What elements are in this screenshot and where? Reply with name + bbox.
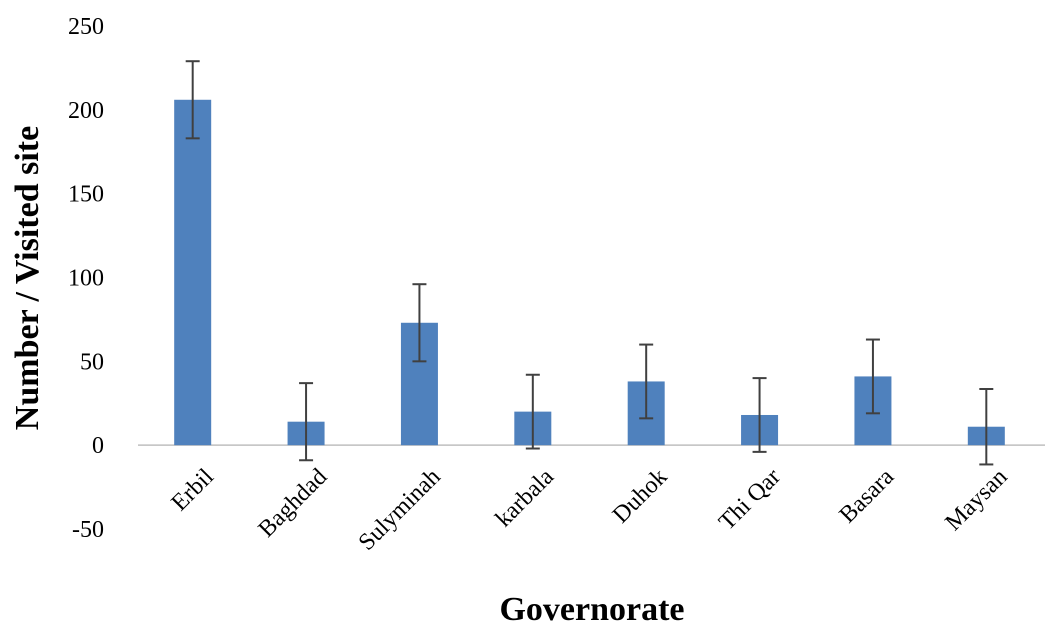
y-tick-label: -50 [72, 517, 104, 543]
x-tick-label: Baghdad [254, 464, 333, 543]
x-tick-label: Erbil [167, 464, 220, 517]
bars [174, 99, 1005, 446]
x-tick-label: Basara [835, 464, 900, 529]
error-bar-thi-qar [752, 377, 767, 453]
error-bar-duhok [639, 343, 654, 420]
bar-erbil [174, 99, 212, 446]
error-bar-erbil [185, 60, 200, 140]
y-tick-label: 250 [68, 14, 104, 40]
y-tick-label: 0 [92, 433, 104, 459]
error-bar-sulyminah [412, 283, 427, 363]
y-tick-label: 100 [68, 266, 104, 292]
x-tick-label: Duhok [608, 464, 673, 529]
y-tick-label: 150 [68, 182, 104, 208]
x-tick-label: Sulyminah [354, 464, 446, 556]
error-bar-baghdad [299, 382, 314, 462]
error-bars [185, 60, 994, 466]
x-tick-label: Maysan [940, 464, 1012, 536]
y-tick-label: 200 [68, 98, 104, 124]
error-bar-karbala [525, 373, 540, 450]
y-tick-label: 50 [80, 349, 104, 375]
error-bar-basara [865, 338, 880, 415]
error-bar-maysan [979, 387, 994, 466]
category-labels: Erbil Baghdad Sulyminah karbala Duhok Thi Qar… [167, 464, 1013, 556]
x-axis-title: Governorate [499, 591, 684, 627]
y-axis-title: Number / Visited site [9, 126, 46, 430]
x-tick-label: Thi Qar [714, 464, 786, 536]
y-axis-ticks: -50 0 50 100 150 200 250 [68, 14, 104, 543]
x-tick-label: karbala [491, 464, 560, 533]
